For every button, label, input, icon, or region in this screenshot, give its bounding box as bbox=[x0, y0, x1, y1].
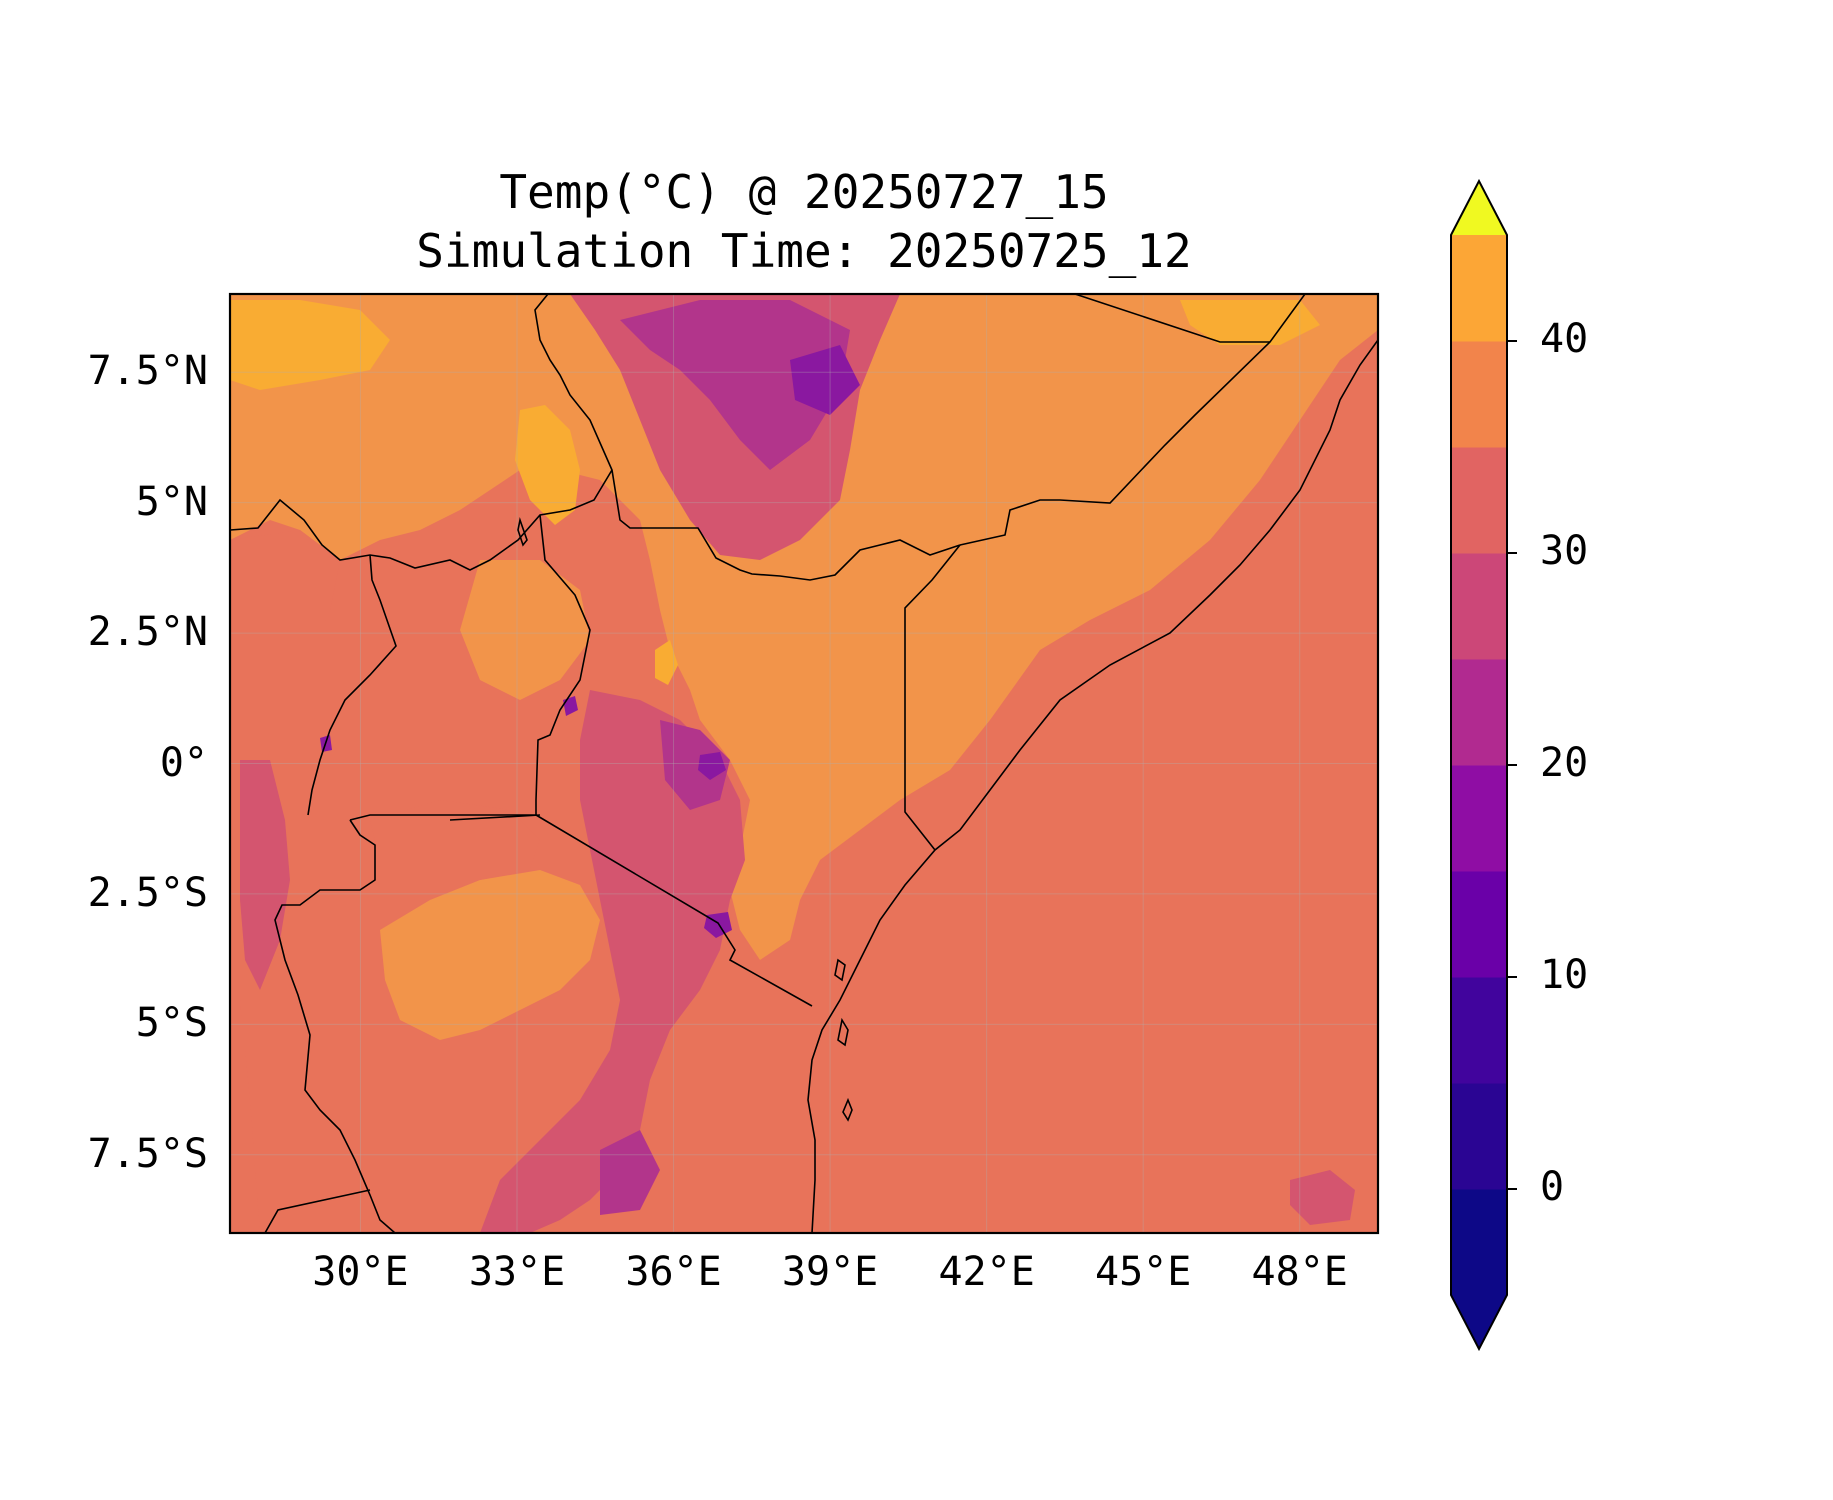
y-tick-label: 2.5°N bbox=[87, 609, 208, 656]
y-tick-label: 0° bbox=[159, 739, 208, 786]
plot-frame bbox=[228, 292, 1380, 1235]
x-tick-label: 45°E bbox=[1095, 1249, 1192, 1295]
border-rwanda-burundi bbox=[274, 819, 396, 1233]
border-ethiopia-somalia bbox=[959, 294, 1306, 546]
colorbar-tick-label: 10 bbox=[1540, 952, 1589, 998]
mafia-outline bbox=[842, 1097, 853, 1122]
colorbar bbox=[1450, 178, 1517, 1352]
colorbar-band bbox=[1451, 871, 1507, 978]
colorbar-band bbox=[1451, 235, 1507, 342]
colorbar-band bbox=[1451, 977, 1507, 1084]
borders bbox=[230, 294, 1378, 1233]
lake-victoria-outline bbox=[449, 814, 541, 821]
colorbar-extend-max bbox=[1451, 181, 1507, 235]
colorbar-band bbox=[1451, 553, 1507, 660]
border-ethiopia-kenya bbox=[534, 294, 961, 581]
tanzania-peaks bbox=[600, 1130, 660, 1215]
map-subtitle: Simulation Time: 20250725_12 bbox=[416, 224, 1192, 278]
hot-region-south-sudan bbox=[515, 405, 580, 525]
ethiopian-summit bbox=[790, 345, 860, 415]
colorbar-tick-label: 30 bbox=[1540, 528, 1589, 574]
border-kenya-uganda bbox=[535, 514, 591, 815]
central-warm-region bbox=[460, 560, 590, 700]
tanzania-warm-region bbox=[380, 870, 600, 1040]
x-tick-label: 39°E bbox=[781, 1249, 879, 1295]
lake-turkana bbox=[517, 516, 528, 547]
colorbar-band bbox=[1451, 1083, 1507, 1190]
x-tick-label: 48°E bbox=[1251, 1249, 1348, 1295]
x-tick-label: 30°E bbox=[312, 1249, 409, 1295]
border-kenya-tanzania bbox=[535, 814, 813, 1007]
border-uganda-drc bbox=[307, 554, 397, 816]
colorbar-tick-label: 0 bbox=[1540, 1164, 1565, 1210]
x-tick-label: 33°E bbox=[468, 1249, 566, 1295]
map-title: Temp(°C) @ 20250727_15 bbox=[499, 165, 1109, 219]
coastline bbox=[807, 339, 1378, 1233]
border-kenya-somalia bbox=[904, 544, 961, 851]
colorbar-extend-min bbox=[1451, 1295, 1507, 1349]
kenya-peaks bbox=[660, 720, 730, 810]
colorbar-tick-label: 40 bbox=[1540, 316, 1589, 362]
y-tick-label: 2.5°S bbox=[87, 869, 208, 916]
border-uganda-tanzania bbox=[349, 814, 536, 821]
colorbar-tick-label: 20 bbox=[1540, 740, 1589, 786]
temperature-field bbox=[230, 294, 1378, 1233]
y-tick-label: 7.5°S bbox=[87, 1130, 208, 1177]
colorbar-band bbox=[1451, 659, 1507, 766]
y-tick-label: 5°S bbox=[135, 1000, 208, 1047]
mild-region-west bbox=[230, 530, 340, 1233]
mount-kenya-summit bbox=[698, 752, 726, 780]
hot-region-east bbox=[1180, 300, 1320, 345]
colorbar-band bbox=[1451, 447, 1507, 554]
colorbar-band bbox=[1451, 341, 1507, 448]
y-tick-label: 7.5°N bbox=[87, 348, 208, 395]
x-tick-label: 42°E bbox=[938, 1249, 1035, 1295]
border-tanzania-zambia bbox=[264, 1189, 371, 1233]
zanzibar-outline bbox=[837, 1017, 849, 1047]
colorbar-band bbox=[1451, 1189, 1507, 1296]
colorbar-band bbox=[1451, 765, 1507, 872]
ethiopian-peaks bbox=[620, 300, 850, 470]
hot-region-kenya bbox=[655, 640, 678, 685]
hot-region-northwest bbox=[230, 300, 390, 390]
border-somaliland bbox=[1074, 294, 1270, 343]
gridlines bbox=[230, 294, 1378, 1233]
colorbar-outline bbox=[1450, 178, 1508, 1352]
mild-region-lake-victoria bbox=[370, 800, 540, 880]
x-tick-label: 36°E bbox=[625, 1249, 722, 1295]
y-tick-label: 5°N bbox=[135, 478, 208, 525]
border-south-sudan-kenya bbox=[230, 469, 613, 571]
pemba-outline bbox=[834, 958, 846, 982]
ocean-cool-patch bbox=[1290, 1170, 1355, 1225]
kenyan-highlands bbox=[480, 690, 745, 1233]
